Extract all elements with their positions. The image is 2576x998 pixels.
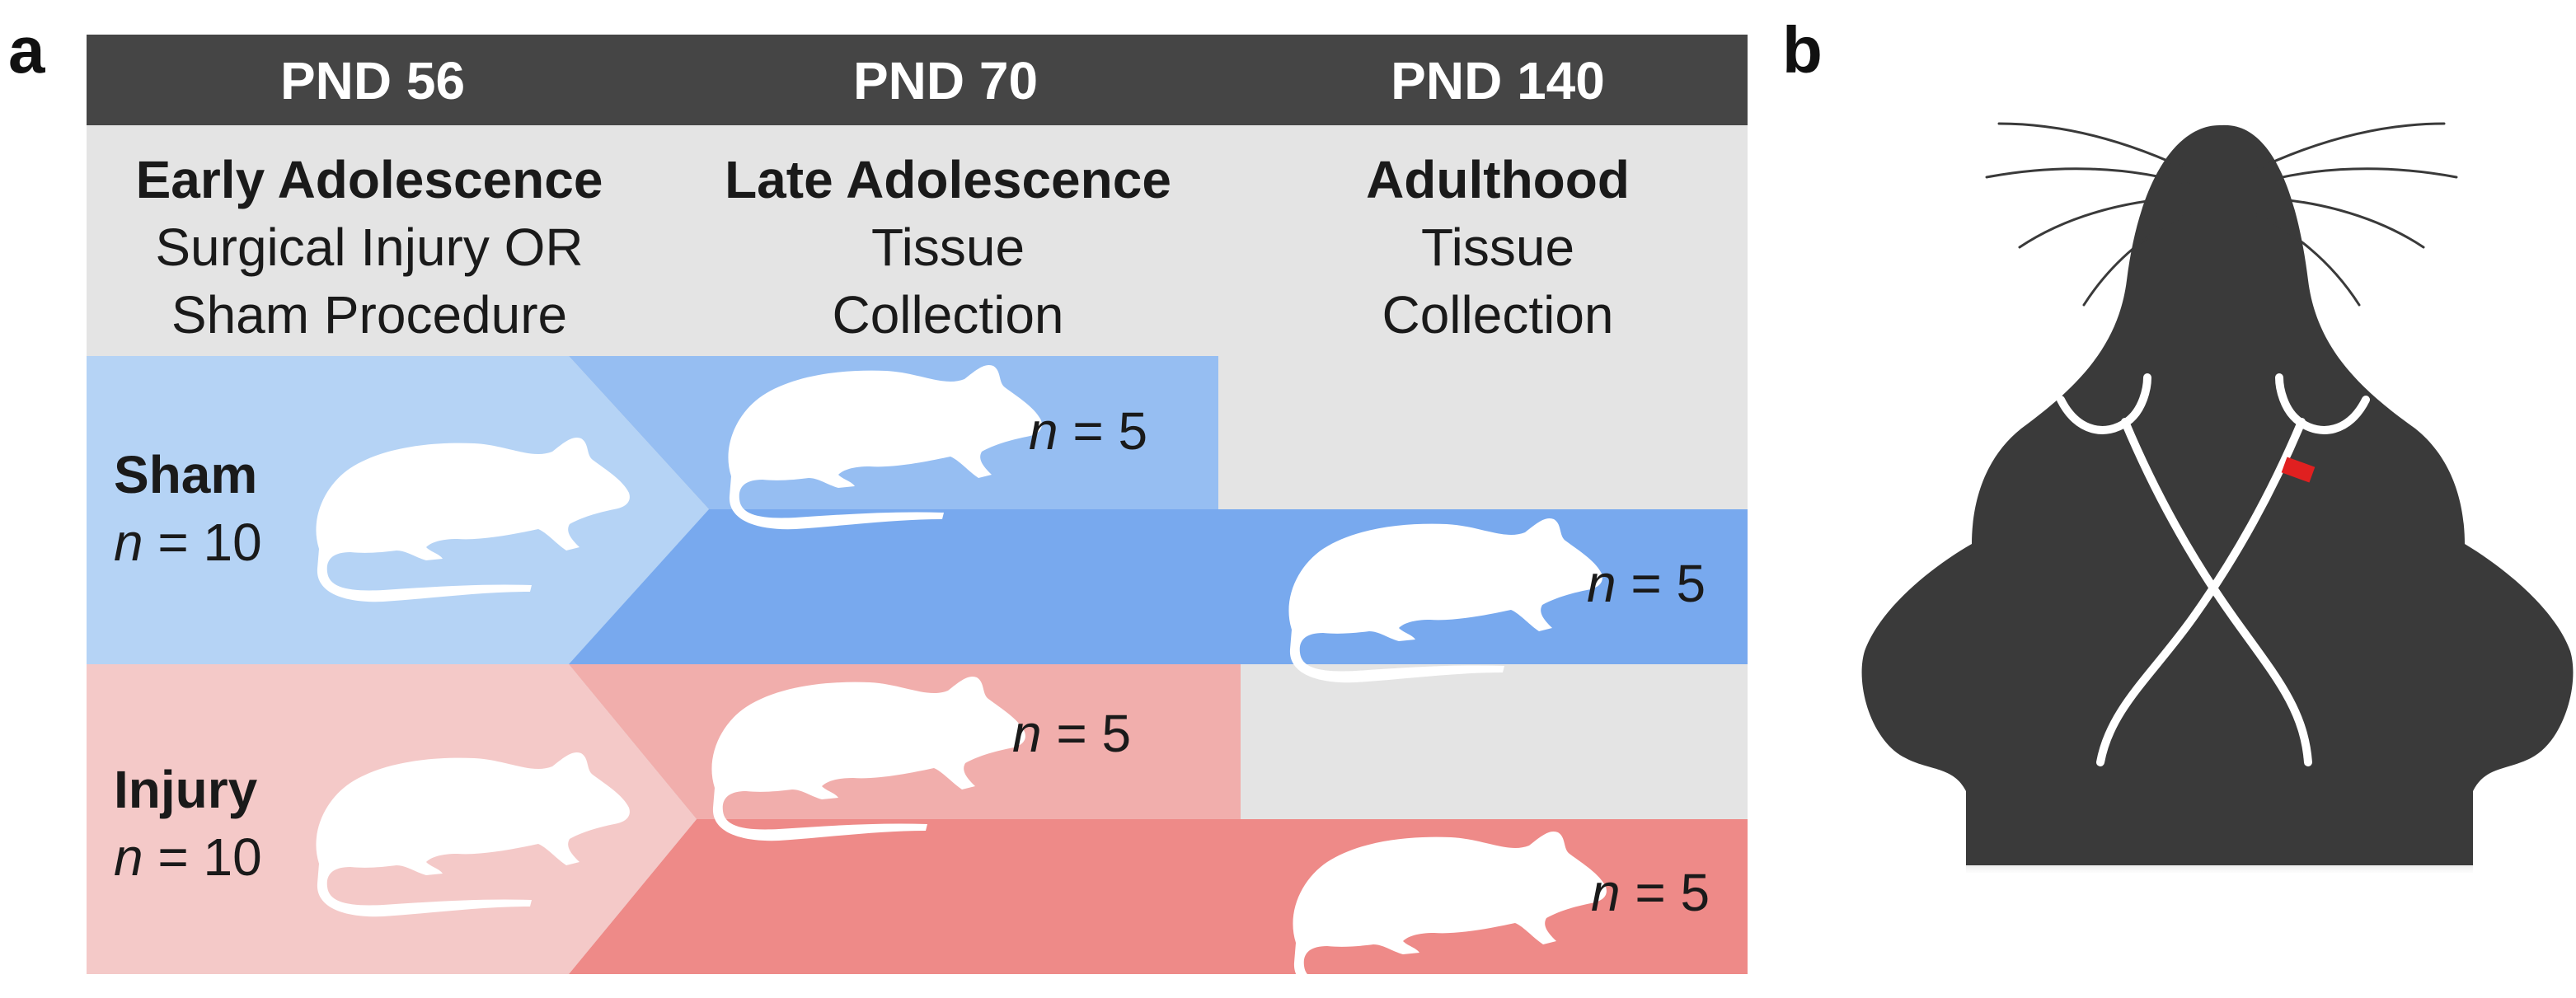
injury-group-name: Injury (114, 760, 258, 819)
injury-adult-count: n = 5 (1591, 863, 1710, 922)
pnd-56-label: PND 56 (280, 51, 465, 110)
stage-adult-line2: Collection (1382, 285, 1613, 344)
stage-late-line2: Collection (832, 285, 1063, 344)
nerve-lines (2057, 373, 2370, 766)
panel-label-b: b (1782, 13, 1823, 87)
timeline-header-bar (87, 35, 1748, 125)
rat-head-dorsal-icon (1861, 124, 2574, 874)
pnd-140-label: PND 140 (1391, 51, 1605, 110)
sham-late-count: n = 5 (1029, 401, 1147, 461)
panel-label-a: a (8, 13, 45, 87)
stage-early-line1: Surgical Injury OR (155, 218, 583, 277)
ligature-marker-icon (2281, 457, 2316, 483)
stage-late-line1: Tissue (871, 218, 1025, 277)
stage-late-title: Late Adolescence (725, 150, 1171, 209)
sham-adult-count: n = 5 (1587, 554, 1706, 613)
sham-group-name: Sham (114, 445, 257, 504)
stage-early-line2: Sham Procedure (171, 285, 567, 344)
stage-early-title: Early Adolescence (136, 150, 603, 209)
injury-group-count: n = 10 (114, 827, 262, 887)
stage-adult-line1: Tissue (1421, 218, 1574, 277)
sham-group-count: n = 10 (114, 513, 262, 572)
stage-adult-title: Adulthood (1366, 150, 1630, 209)
injury-late-count: n = 5 (1012, 704, 1131, 763)
whiskers (1985, 122, 2458, 307)
pnd-70-label: PND 70 (853, 51, 1038, 110)
